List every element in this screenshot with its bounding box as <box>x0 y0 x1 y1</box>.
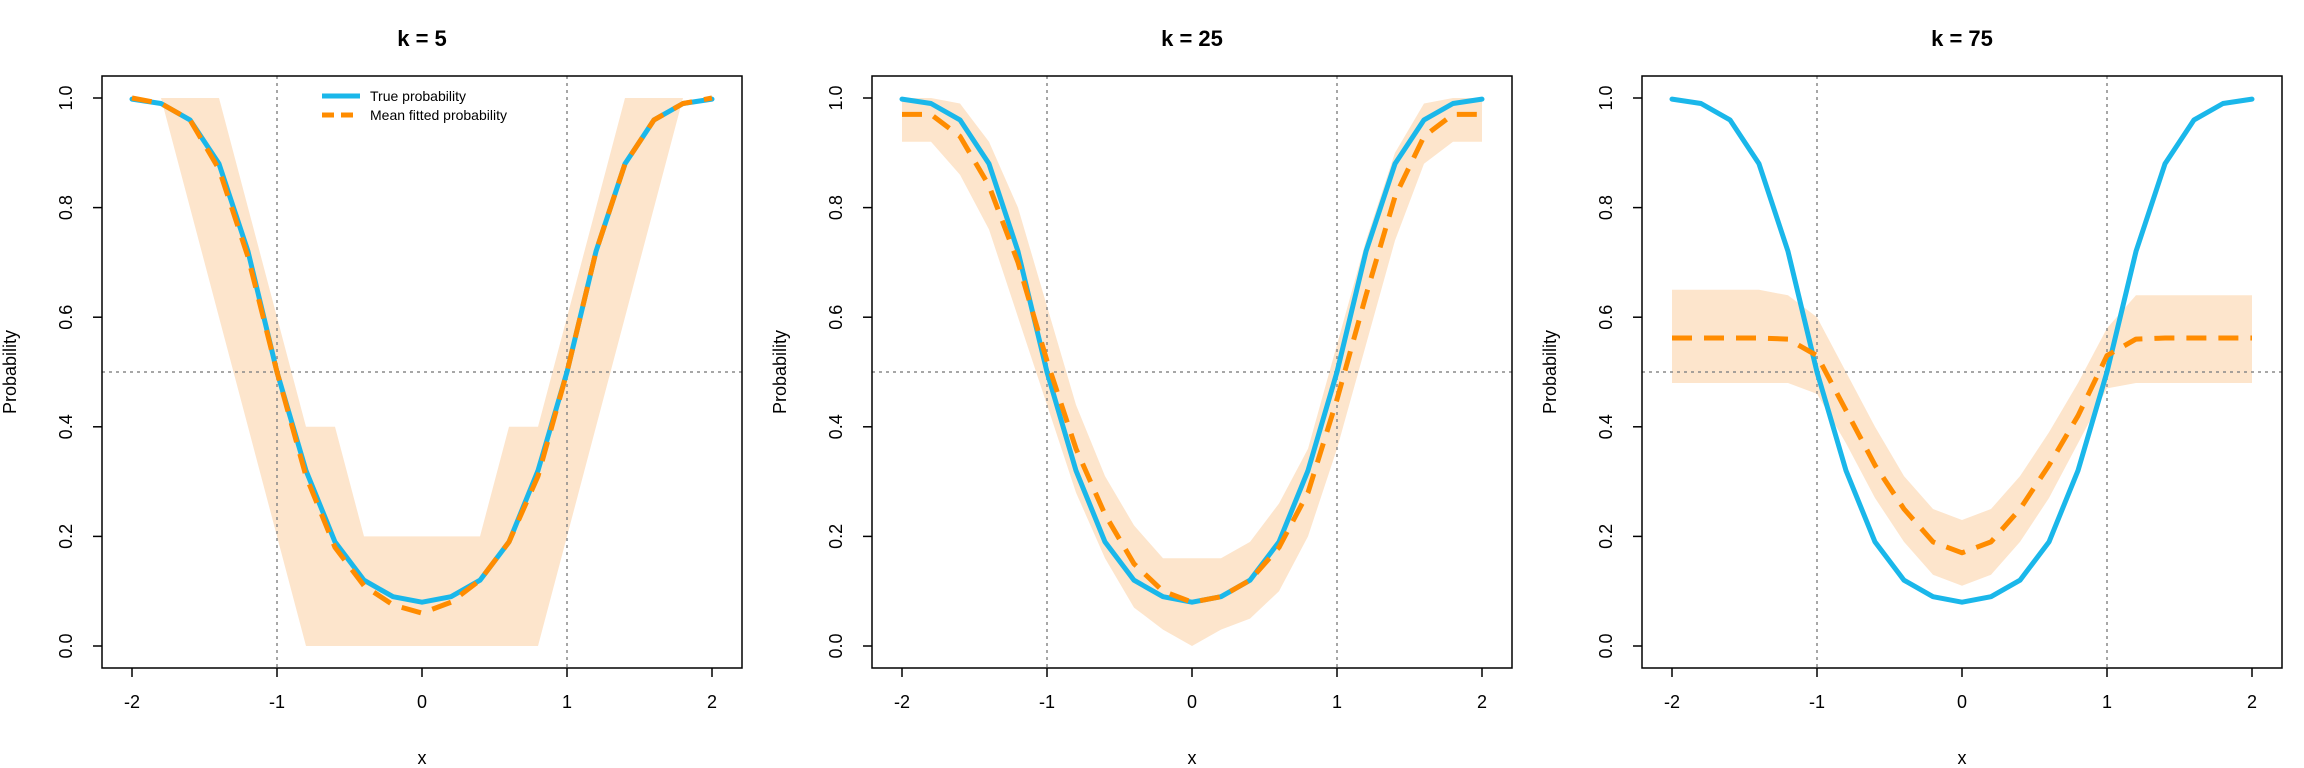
y-tick-label: 0.6 <box>826 305 846 330</box>
y-tick-label: 0.8 <box>826 195 846 220</box>
x-tick-label: -1 <box>1809 692 1825 712</box>
y-tick-label: 1.0 <box>1596 85 1616 110</box>
y-tick-label: 0.4 <box>56 414 76 439</box>
true-probability-line <box>899 96 1485 605</box>
panel-title: k = 25 <box>1161 26 1223 51</box>
confidence-band <box>1672 289 2252 586</box>
legend: True probability Mean fitted probability <box>322 88 507 123</box>
y-tick-label: 0.2 <box>56 524 76 549</box>
confidence-band <box>902 98 1482 646</box>
y-axis-label: Probability <box>0 330 20 414</box>
y-tick-label: 0.4 <box>1596 414 1616 439</box>
y-tick-label: 0.8 <box>1596 195 1616 220</box>
y-tick-label: 0.4 <box>826 414 846 439</box>
y-axis-label: Probability <box>1540 330 1560 414</box>
x-tick-label: -2 <box>124 692 140 712</box>
panel-3: -2 -1 0 1 2 0.0 0.2 0.4 0.6 0.8 1.0 k = 75 x Probabil… <box>1540 26 2283 768</box>
x-axis-label: x <box>1958 748 1967 768</box>
true-probability-line <box>1669 96 2255 605</box>
y-tick-label: 0.2 <box>826 524 846 549</box>
x-tick-label: 2 <box>1477 692 1487 712</box>
mean-fitted-probability-line <box>1672 335 2252 556</box>
x-axis-label: x <box>1188 748 1197 768</box>
y-tick-label: 1.0 <box>56 85 76 110</box>
y-tick-label: 0.0 <box>826 633 846 658</box>
legend-label-fitted: Mean fitted probability <box>370 107 507 123</box>
x-tick-label: -1 <box>269 692 285 712</box>
x-tick-label: -2 <box>1664 692 1680 712</box>
panel-title: k = 5 <box>397 26 447 51</box>
y-tick-label: 0.6 <box>56 305 76 330</box>
panel-1: -2 -1 0 1 2 0.0 0.2 0.4 0.6 0.8 1.0 k = 5 x Probabili… <box>0 26 743 768</box>
panel-title: k = 75 <box>1931 26 1993 51</box>
x-tick-label: 1 <box>1332 692 1342 712</box>
y-tick-label: 1.0 <box>826 85 846 110</box>
x-tick-label: 1 <box>2102 692 2112 712</box>
x-tick-label: 0 <box>417 692 427 712</box>
x-tick-label: 0 <box>1957 692 1967 712</box>
confidence-band <box>132 98 712 646</box>
x-tick-label: 2 <box>2247 692 2257 712</box>
x-tick-label: -1 <box>1039 692 1055 712</box>
x-tick-label: 0 <box>1187 692 1197 712</box>
x-tick-label: 1 <box>562 692 572 712</box>
y-tick-label: 0.0 <box>56 633 76 658</box>
y-tick-label: 0.8 <box>56 195 76 220</box>
y-tick-label: 0.6 <box>1596 305 1616 330</box>
legend-label-true: True probability <box>370 88 466 104</box>
y-tick-label: 0.2 <box>1596 524 1616 549</box>
mean-fitted-probability-line <box>902 111 1482 605</box>
x-tick-label: 2 <box>707 692 717 712</box>
y-axis-label: Probability <box>770 330 790 414</box>
x-axis-label: x <box>418 748 427 768</box>
panel-2: -2 -1 0 1 2 0.0 0.2 0.4 0.6 0.8 1.0 k = 25 x Probabil… <box>770 26 1513 768</box>
y-tick-label: 0.0 <box>1596 633 1616 658</box>
x-tick-label: -2 <box>894 692 910 712</box>
